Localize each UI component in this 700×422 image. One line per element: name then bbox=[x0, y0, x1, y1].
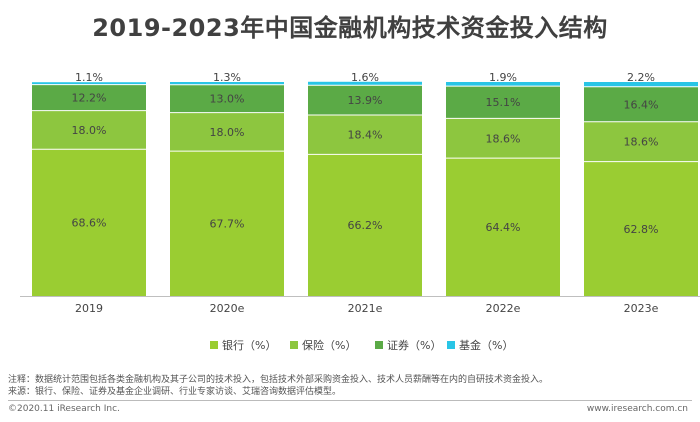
bar-segment-3-2020e bbox=[170, 84, 284, 113]
x-tick-label: 2023e bbox=[624, 302, 659, 315]
x-tick-label: 2022e bbox=[486, 302, 521, 315]
data-label: 15.1% bbox=[486, 96, 521, 109]
legend-label: 银行（%） bbox=[222, 338, 276, 352]
legend-label: 证券（%） bbox=[387, 338, 441, 352]
data-label: 18.4% bbox=[348, 129, 383, 142]
data-label: 18.6% bbox=[624, 136, 659, 149]
legend-swatch bbox=[375, 341, 383, 349]
bar-segment-1-2023e bbox=[584, 161, 698, 296]
legend-swatch bbox=[447, 341, 455, 349]
website-text: www.iresearch.com.cn bbox=[586, 404, 688, 414]
data-label: 1.3% bbox=[213, 71, 241, 84]
bar-segment-4-2021e bbox=[308, 81, 422, 86]
note-text: 注释：数据统计范围包括各类金融机构及其子公司的技术投入，包括技术外部采购资金投入… bbox=[8, 375, 549, 385]
stacked-bar-chart: 68.6% 18.0% 12.2% 1.1% 2019 67.7% 18.0% 13.0% 1.… bbox=[20, 71, 700, 352]
bar-segment-1-2021e bbox=[308, 154, 422, 296]
data-label: 18.0% bbox=[210, 126, 245, 139]
data-label: 1.1% bbox=[75, 71, 103, 84]
bar-segment-3-2023e bbox=[584, 86, 698, 122]
legend-label: 基金（%） bbox=[459, 338, 513, 352]
bar-segment-2-2022e bbox=[446, 118, 560, 159]
footer-divider bbox=[8, 400, 692, 401]
legend-swatch bbox=[290, 341, 298, 349]
data-label: 16.4% bbox=[624, 98, 659, 111]
source-text: 来源：银行、保险、证券及基金企业调研、行业专家访谈、艾瑞咨询数据评估模型。 bbox=[8, 387, 342, 397]
legend-label: 保险（%） bbox=[302, 338, 356, 352]
bar-segment-4-2019 bbox=[32, 82, 146, 85]
copyright-text: ©2020.11 iResearch Inc. bbox=[8, 404, 120, 414]
bar-segment-3-2022e bbox=[446, 86, 560, 119]
bar-segment-4-2022e bbox=[446, 82, 560, 87]
bar-segment-3-2021e bbox=[308, 85, 422, 115]
data-label: 67.7% bbox=[210, 218, 245, 231]
bar-segment-2-2023e bbox=[584, 121, 698, 162]
bar-segment-2-2020e bbox=[170, 112, 284, 152]
bar-segment-4-2020e bbox=[170, 82, 284, 85]
x-tick-label: 2019 bbox=[75, 302, 103, 315]
data-label: 18.0% bbox=[72, 124, 107, 137]
chart-title: 2019-2023年中国金融机构技术资金投入结构 bbox=[92, 14, 608, 42]
data-label: 1.6% bbox=[351, 71, 379, 84]
data-label: 64.4% bbox=[486, 221, 521, 234]
bar-segment-2-2021e bbox=[308, 114, 422, 155]
data-label: 66.2% bbox=[348, 219, 383, 232]
data-label: 68.6% bbox=[72, 217, 107, 230]
data-label: 13.9% bbox=[348, 94, 383, 107]
data-label: 2.2% bbox=[627, 71, 655, 84]
bar-segment-4-2023e bbox=[584, 82, 698, 87]
data-label: 62.8% bbox=[624, 223, 659, 236]
legend-swatch bbox=[210, 341, 218, 349]
bar-segment-2-2019 bbox=[32, 110, 146, 150]
data-label: 18.6% bbox=[486, 132, 521, 145]
bar-segment-1-2022e bbox=[446, 158, 560, 296]
data-label: 13.0% bbox=[210, 93, 245, 106]
bar-segment-1-2019 bbox=[32, 149, 146, 296]
bar-segment-3-2019 bbox=[32, 84, 146, 111]
bar-segment-1-2020e bbox=[170, 151, 284, 296]
x-tick-label: 2021e bbox=[348, 302, 383, 315]
notes-block: 注释：数据统计范围包括各类金融机构及其子公司的技术投入，包括技术外部采购资金投入… bbox=[8, 374, 548, 398]
x-tick-label: 2020e bbox=[210, 302, 245, 315]
data-label: 12.2% bbox=[72, 92, 107, 105]
data-label: 1.9% bbox=[489, 71, 517, 84]
